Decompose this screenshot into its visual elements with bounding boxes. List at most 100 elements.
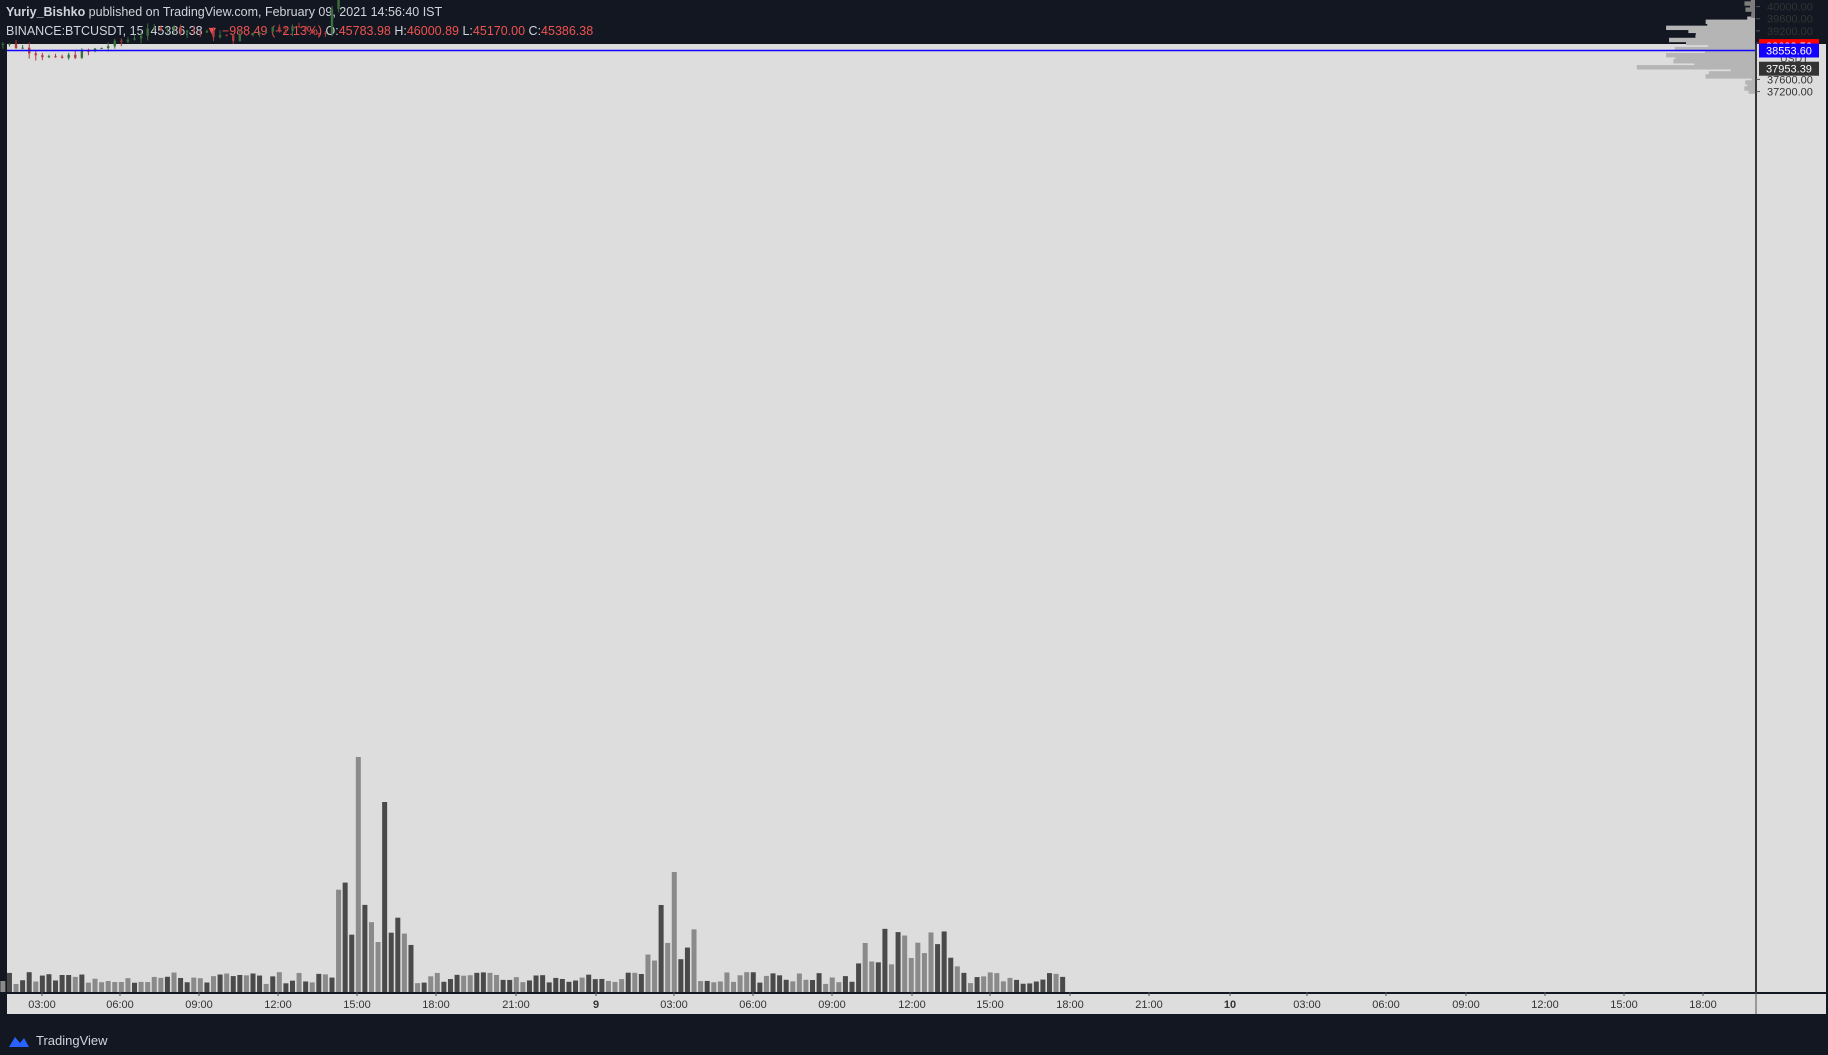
volume-bar [1040, 979, 1046, 992]
volume-profile-bar [1745, 7, 1755, 12]
volume-bar [92, 978, 98, 992]
volume-bar [461, 975, 467, 992]
volume-bar [849, 981, 855, 992]
volume-bar [441, 981, 447, 992]
time-axis[interactable] [7, 994, 1826, 1014]
price-change: −988.49 (−2.13%) [221, 24, 323, 38]
volume-bar [204, 982, 210, 992]
volume-bar [546, 982, 552, 992]
price-tick-label: 40000.00 [1767, 2, 1813, 14]
volume-bar [494, 974, 500, 992]
volume-bar [599, 978, 605, 992]
volume-bar [270, 976, 276, 992]
volume-bar [573, 980, 579, 992]
volume-bar [66, 975, 72, 992]
volume-bar [191, 977, 197, 992]
symbol-label[interactable]: BINANCE:BTCUSDT, 15 [6, 24, 144, 38]
candle-body [106, 46, 110, 49]
candle-body [199, 31, 202, 33]
volume-bar [928, 932, 934, 992]
time-tick-label: 09:00 [1452, 999, 1480, 1011]
volume-bar [59, 974, 65, 992]
price-badge[interactable] [1759, 43, 1819, 58]
price-badge[interactable] [1759, 61, 1819, 76]
candle-body [278, 27, 281, 31]
volume-bar [395, 917, 401, 992]
volume-bar [303, 981, 309, 992]
volume-bar [112, 982, 118, 992]
volume-bar [658, 904, 664, 992]
volume-bar [915, 942, 921, 992]
time-tick-label: 15:00 [1610, 999, 1638, 1011]
candle-body [41, 55, 44, 58]
volume-bar [171, 972, 177, 992]
volume-bar [99, 982, 105, 992]
time-tick-label: 15:00 [343, 999, 371, 1011]
candle-body [179, 26, 182, 33]
tradingview-logo-icon [9, 1036, 29, 1047]
time-tick-label: 18:00 [1056, 999, 1084, 1011]
volume-profile-bar [1674, 46, 1755, 52]
volume-bar [974, 977, 980, 992]
candle-body [291, 26, 294, 32]
candle-body [47, 56, 51, 58]
volume-bar [296, 972, 302, 992]
volume-bar [1020, 983, 1026, 992]
volume-bar [39, 975, 45, 992]
volume-bar [79, 974, 85, 992]
volume-profile-bar [1666, 52, 1755, 58]
open-value: 45783.98 [338, 24, 391, 38]
price-tick-label: 39200.00 [1767, 26, 1813, 38]
candle-body [146, 28, 149, 36]
volume-profile-bar [1744, 86, 1755, 91]
volume-bar [540, 975, 546, 992]
time-tick-label: 09:00 [818, 999, 846, 1011]
volume-bar [520, 982, 526, 992]
candle-body [80, 50, 84, 58]
volume-bar [375, 942, 381, 992]
time-tick-label: 15:00 [976, 999, 1004, 1011]
time-tick-label: 06:00 [1372, 999, 1400, 1011]
time-tick-label: 03:00 [28, 999, 56, 1011]
volume-bar [211, 976, 217, 992]
volume-bar [645, 954, 651, 992]
volume-profile-bar [1673, 59, 1755, 64]
volume-profile-bar [1751, 10, 1755, 15]
volume-bar [586, 974, 592, 992]
candle-body [238, 34, 242, 41]
volume-profile-bar [1747, 83, 1755, 88]
volume-bar [507, 979, 513, 992]
volume-bar [1053, 973, 1059, 992]
candle-body [54, 56, 57, 58]
volume-bar [408, 944, 414, 992]
candle-body [133, 38, 136, 40]
volume-bar [33, 981, 39, 992]
volume-bar [1000, 981, 1006, 992]
volume-bar [652, 960, 658, 992]
volume-profile-bar [1751, 77, 1755, 82]
volume-bar [935, 944, 941, 992]
volume-bar [158, 977, 164, 992]
volume-bar [0, 981, 6, 992]
price-axis[interactable] [1757, 44, 1826, 992]
author-name[interactable]: Yuriy_Bishko [6, 5, 86, 19]
volume-bar [289, 980, 295, 992]
plot-area[interactable] [7, 44, 1755, 992]
candle-body [172, 26, 176, 30]
candle-body [100, 48, 103, 50]
volume-bar [717, 981, 723, 992]
candle-body [153, 27, 156, 29]
volume-bar [763, 975, 769, 992]
volume-bar [698, 981, 704, 992]
high-value: 46000.89 [406, 24, 459, 38]
volume-profile-bar [1694, 62, 1755, 67]
volume-bar [783, 979, 789, 992]
volume-bar [810, 980, 816, 992]
volume-bar [474, 972, 480, 992]
published-text: published on TradingView.com, February 0… [85, 5, 443, 19]
volume-bar [263, 983, 269, 992]
tradingview-footer[interactable]: TradingView [8, 1033, 108, 1048]
volume-bar [981, 976, 987, 992]
price-tick-label: 37600.00 [1767, 74, 1813, 86]
